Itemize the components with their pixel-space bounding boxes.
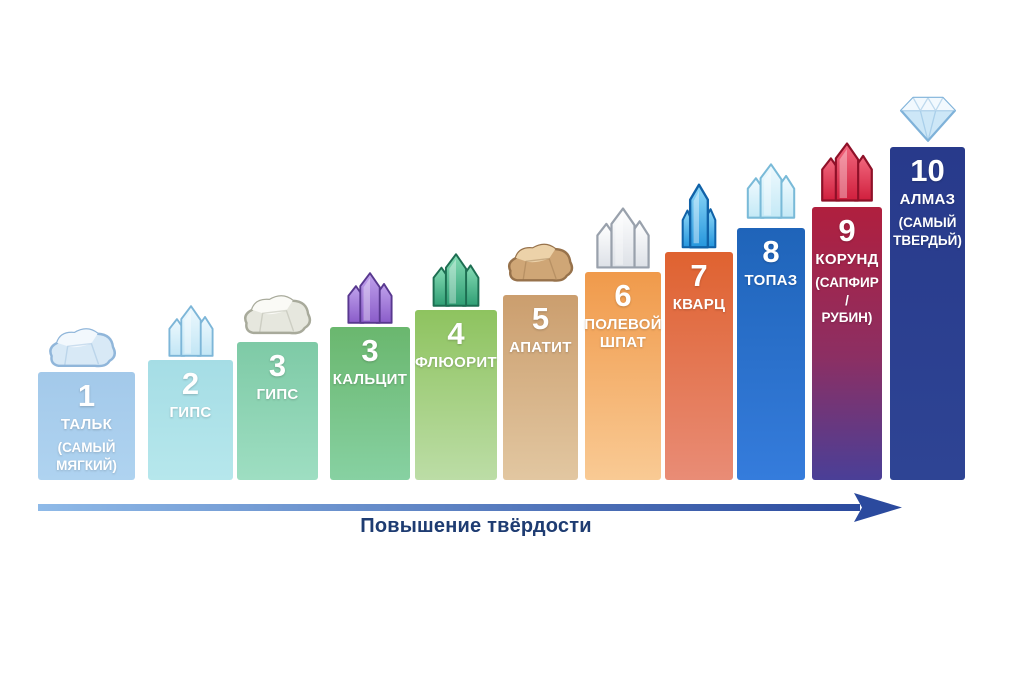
bar-diamond-number: 10 [910,153,945,188]
quartz-crystal-icon [676,182,722,250]
bar-corundum-number: 9 [838,213,856,248]
diamond-gem-icon [896,93,960,145]
bar-corundum-note2: РУБИН) [821,310,873,326]
corundum-crystal-icon [816,139,878,205]
bar-feldspar-name: ПОЛЕВОЙ [584,315,662,333]
gypsum-rock-icon [243,288,313,340]
bar-talc-note1: (САМЫЙ [57,440,116,456]
bar-corundum: 9 КОРУНД (САПФИР / РУБИН) [812,142,882,480]
apatite-rock-icon [507,231,575,293]
bar-topaz-name: ТОПАЗ [744,271,798,289]
gypsum-crystal-icon [164,304,218,358]
bar-talc-name: ТАЛЬК [60,415,113,433]
bar-talc-note2: МЯГКИЙ) [56,457,117,473]
bar-feldspar: 6 ПОЛЕВОЙ ШПАТ [584,207,662,480]
bar-gypsum: 2 ГИПС [148,305,233,480]
bar-fluorite-number: 4 [447,316,465,351]
bar-diamond: 10 АЛМАЗ (САМЫЙ ТВЕРДЬЙ) [890,96,965,480]
bar-corundum-name: КОРУНД [815,250,879,268]
bar-fluorite: 4 ФЛЮОРИТ [415,253,497,480]
bar-diamond-name: АЛМАЗ [899,190,956,208]
bar-gypsum-2-name: ГИПС [256,385,299,403]
feldspar-crystal-icon [590,206,656,270]
bar-topaz: 8 ТОПАЗ [737,163,805,480]
talc-rock-icon [42,324,124,370]
fluorite-crystal-icon [419,252,493,308]
topaz-crystal-icon [742,156,800,226]
bar-gypsum-2-number: 3 [268,348,287,383]
bar-fluorite-name: ФЛЮОРИТ [415,353,497,371]
bar-apatite-name: АПАТИТ [509,338,572,356]
bar-feldspar-name2: ШПАТ [599,334,647,352]
bar-talc-number: 1 [77,378,96,413]
bar-feldspar-number: 6 [614,278,632,313]
bar-topaz-number: 8 [762,234,780,269]
bar-quartz-name: КВАРЦ [672,295,726,313]
bar-quartz-number: 7 [690,258,708,293]
bar-calcite: 3 КАЛЬЦИТ [330,272,410,480]
bar-calcite-number: 3 [361,333,379,368]
bar-calcite-name: КАЛЬЦИТ [332,370,408,388]
bar-diamond-note2: ТВЕРДЬЙ) [893,232,962,248]
bar-gypsum-2: 3 ГИПС [237,295,318,480]
calcite-crystal-icon [338,271,402,325]
hardness-caption: Повышение твёрдости [360,515,592,537]
bar-gypsum-number: 2 [181,366,200,401]
bar-talc: 1 ТАЛЬК (САМЫЙ МЯГКИЙ) [38,328,135,480]
bar-quartz: 7 КВАРЦ [665,183,733,480]
hardness-arrow [38,493,902,522]
bar-apatite: 5 АПАТИТ [503,243,578,480]
bar-diamond-note1: (САМЫЙ [898,215,957,231]
bar-gypsum-name: ГИПС [169,403,212,421]
bar-apatite-number: 5 [531,301,550,336]
bar-corundum-note1: (САПФИР / [815,275,879,308]
